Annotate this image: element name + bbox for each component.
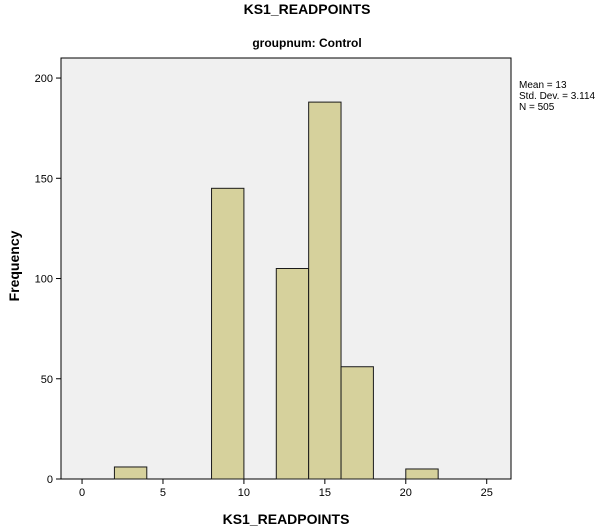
- histogram-bar-5: [405, 468, 439, 480]
- x-tick-label: 20: [400, 487, 412, 499]
- stats-std-dev: Std. Dev. = 3.114: [519, 91, 596, 102]
- histogram-bar-3: [308, 101, 342, 480]
- x-axis: 0 5 10 15 20 25: [79, 479, 493, 499]
- bars-group: [113, 101, 439, 480]
- y-axis-label: Frequency: [6, 230, 22, 301]
- histogram-bar-2: [275, 268, 310, 480]
- histogram-bar-1: [211, 187, 245, 480]
- x-tick-label: 15: [319, 487, 331, 499]
- y-axis: 0 50 100 150 200: [35, 73, 61, 486]
- stats-n: N = 505: [519, 102, 555, 113]
- x-axis-label: KS1_READPOINTS: [223, 511, 350, 527]
- y-tick-label: 0: [47, 474, 53, 486]
- chart-subtitle: groupnum: Control: [252, 36, 361, 50]
- x-tick-label: 5: [160, 487, 166, 499]
- histogram-bar-4: [340, 366, 374, 480]
- y-tick-label: 200: [35, 73, 53, 85]
- y-tick-label: 50: [41, 374, 53, 386]
- chart-title: KS1_READPOINTS: [244, 1, 371, 17]
- stats-mean: Mean = 13: [519, 80, 567, 91]
- x-tick-label: 10: [238, 487, 250, 499]
- x-tick-label: 25: [481, 487, 493, 499]
- histogram-bar-0: [113, 466, 148, 480]
- x-tick-label: 0: [79, 487, 85, 499]
- y-tick-label: 100: [35, 274, 53, 286]
- y-tick-label: 150: [35, 173, 53, 185]
